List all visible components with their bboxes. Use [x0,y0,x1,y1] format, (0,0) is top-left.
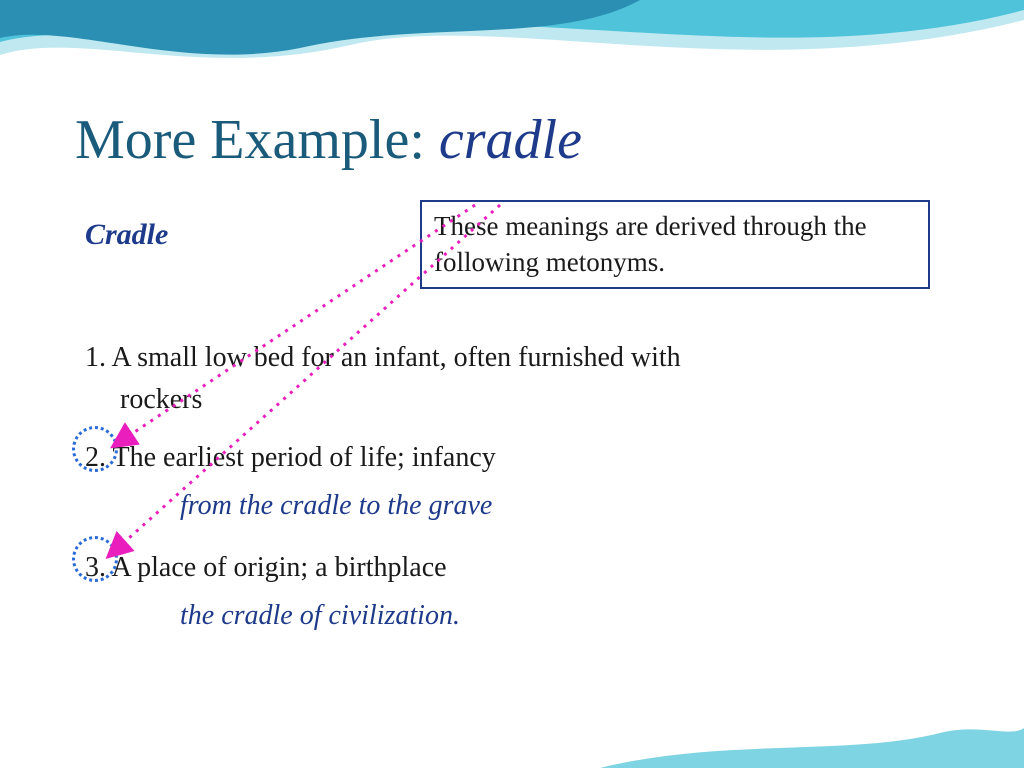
definition-2: 2. The earliest period of life; infancy [85,438,496,479]
subtitle-cradle: Cradle [85,218,168,252]
definition-1-line1: 1. A small low bed for an infant, often … [85,338,935,379]
highlight-circle-2 [72,426,118,472]
definition-3: 3. A place of origin; a birthplace [85,548,447,589]
example-3: the cradle of civilization. [180,600,460,632]
callout-metonyms: These meanings are derived through the f… [420,200,930,289]
definition-1-line2: rockers [120,380,202,421]
example-2: from the cradle to the grave [180,490,492,522]
title-main-text: More Example: [75,109,439,171]
highlight-circle-3 [72,536,118,582]
slide-title: More Example: cradle [75,108,582,172]
slide-content: More Example: cradle Cradle These meanin… [0,0,1024,768]
title-word-text: cradle [439,109,582,171]
